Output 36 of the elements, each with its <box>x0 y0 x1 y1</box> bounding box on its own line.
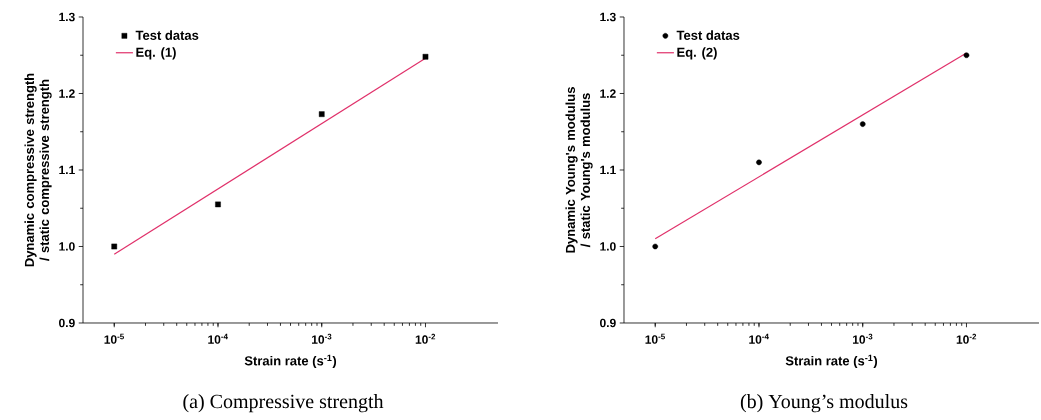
x-axis-title: Strain rate (s$^{-1}$) <box>785 354 878 369</box>
x-tick-label: 10$^{-4}$ <box>208 333 228 344</box>
text: (a) Compressive strength <box>183 394 384 413</box>
y-tick-label: 1.0 <box>600 242 616 251</box>
point <box>652 243 659 250</box>
point <box>756 159 762 166</box>
y-tick-label: 1.1 <box>59 165 75 175</box>
point <box>963 52 970 59</box>
y-tick-label: 1.3 <box>59 12 75 22</box>
x-tick-label: 10$^{-4}$ <box>749 333 769 344</box>
point <box>111 243 118 250</box>
point <box>422 53 429 60</box>
x-tick-label: 10$^{-5}$ <box>645 333 665 344</box>
point <box>215 201 221 208</box>
x-axis-title: Strain rate (s$^{-1}$) <box>244 354 337 369</box>
y-tick-label: 0.9 <box>600 318 616 328</box>
legend-label: Test datas <box>135 30 199 40</box>
legend-label: Eq. (2) <box>677 47 717 60</box>
point <box>318 111 325 117</box>
y-tick-label: 1.0 <box>59 242 75 251</box>
y-tick-label: 0.9 <box>59 318 75 328</box>
y-tick-label: 1.2 <box>600 89 616 98</box>
x-tick-label: 10$^{-3}$ <box>312 333 332 344</box>
y-tick-label: 1.3 <box>600 12 616 22</box>
x-tick-label: 10$^{-3}$ <box>853 333 873 344</box>
x-tick-label: 10$^{-5}$ <box>104 333 124 344</box>
legend-label: Eq. (1) <box>136 47 176 60</box>
y-axis-title: Dynamic compressive strength / static compressive strength <box>24 73 52 267</box>
legend-label: Test datas <box>676 30 740 40</box>
text: (b) Young’s modulus <box>740 394 908 413</box>
y-tick-label: 1.2 <box>59 89 75 98</box>
y-axis-title: Dynamic Young's modulus / static Young's modulus <box>565 87 593 253</box>
x-tick-label: 10$^{-2}$ <box>415 333 436 344</box>
x-tick-label: 10$^{-2}$ <box>956 333 977 344</box>
y-tick-label: 1.1 <box>600 165 616 175</box>
point <box>859 121 866 127</box>
